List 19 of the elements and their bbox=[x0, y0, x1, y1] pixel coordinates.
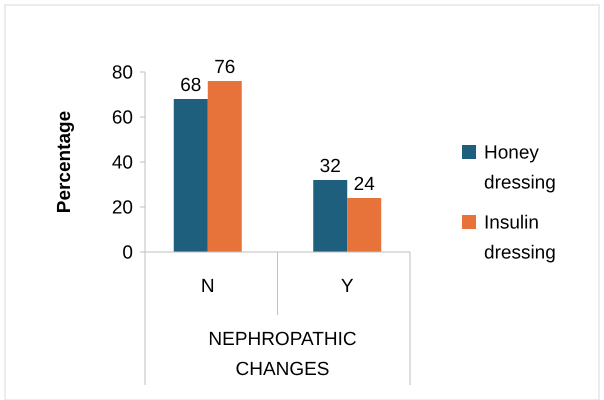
bar bbox=[208, 81, 242, 252]
data-label: 24 bbox=[354, 174, 376, 195]
y-tick-label: 20 bbox=[112, 198, 133, 219]
legend-label: Honey dressing bbox=[484, 142, 556, 194]
data-label: 76 bbox=[214, 57, 236, 78]
data-label: 68 bbox=[180, 75, 202, 96]
x-tick-label: Y bbox=[340, 276, 354, 297]
data-label: 32 bbox=[320, 156, 341, 177]
bar bbox=[313, 180, 348, 252]
x-axis-title: NEPHROPATHIC CHANGES bbox=[208, 329, 357, 380]
x-tick-label: N bbox=[200, 276, 215, 297]
y-tick-label: 80 bbox=[112, 62, 133, 84]
y-tick-label: 0 bbox=[122, 242, 133, 264]
y-tick-label: 40 bbox=[112, 152, 133, 174]
y-axis-title: Percentage bbox=[54, 110, 75, 214]
bar bbox=[347, 198, 382, 252]
legend-label: Insulin dressing bbox=[484, 212, 556, 264]
y-tick-label: 60 bbox=[112, 108, 133, 129]
bar bbox=[174, 99, 208, 252]
